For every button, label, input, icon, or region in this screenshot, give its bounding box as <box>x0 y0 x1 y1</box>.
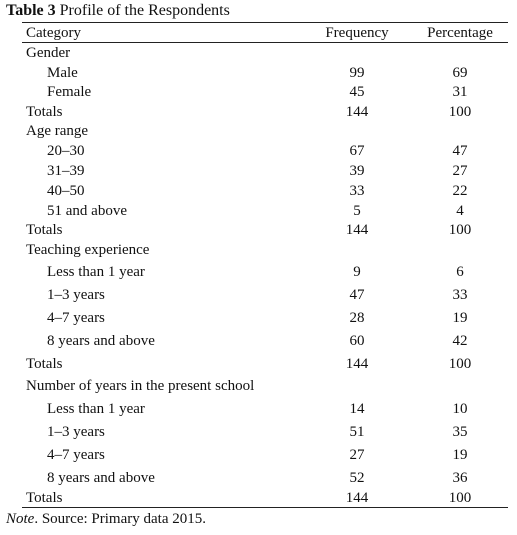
frequency-cell: 14 <box>349 401 365 417</box>
percentage-cell: 100 <box>448 222 472 238</box>
percentage-cell: 22 <box>452 183 468 199</box>
category-cell: 31–39 <box>47 163 85 179</box>
frequency-cell: 144 <box>345 490 369 506</box>
category-cell: 8 years and above <box>47 470 155 486</box>
category-cell: 40–50 <box>47 183 85 199</box>
category-cell: Totals <box>26 490 63 506</box>
bottom-rule <box>22 507 508 508</box>
percentage-cell: 27 <box>452 163 468 179</box>
category-cell: Male <box>47 65 78 81</box>
category-cell: 20–30 <box>47 143 85 159</box>
category-cell: Totals <box>26 222 63 238</box>
percentage-cell: 31 <box>452 84 468 100</box>
frequency-cell: 51 <box>349 424 365 440</box>
category-cell: Age range <box>26 123 89 139</box>
frequency-cell: 9 <box>353 264 361 280</box>
percentage-cell: 47 <box>452 143 468 159</box>
percentage-cell: 100 <box>448 490 472 506</box>
percentage-cell: 4 <box>456 203 464 219</box>
frequency-cell: 28 <box>349 310 365 326</box>
frequency-cell: 45 <box>349 84 365 100</box>
frequency-cell: 144 <box>345 356 369 372</box>
frequency-cell: 144 <box>345 222 369 238</box>
category-cell: 4–7 years <box>47 447 105 463</box>
table-note: Note. Source: Primary data 2015. <box>6 510 206 528</box>
header-rule <box>22 42 508 43</box>
percentage-cell: 19 <box>452 310 468 326</box>
percentage-cell: 33 <box>452 287 468 303</box>
category-cell: 1–3 years <box>47 424 105 440</box>
category-cell: Less than 1 year <box>47 401 145 417</box>
table-number: Table 3 <box>6 2 56 19</box>
category-cell: Less than 1 year <box>47 264 145 280</box>
frequency-cell: 33 <box>349 183 365 199</box>
frequency-cell: 67 <box>349 143 365 159</box>
frequency-cell: 52 <box>349 470 365 486</box>
frequency-cell: 27 <box>349 447 365 463</box>
percentage-cell: 42 <box>452 333 468 349</box>
table-title: Table 3 Profile of the Respondents <box>6 2 230 20</box>
percentage-cell: 6 <box>456 264 464 280</box>
top-rule <box>22 22 508 23</box>
frequency-cell: 39 <box>349 163 365 179</box>
category-cell: 1–3 years <box>47 287 105 303</box>
percentage-cell: 19 <box>452 447 468 463</box>
frequency-cell: 47 <box>349 287 365 303</box>
percentage-cell: 10 <box>452 401 468 417</box>
percentage-cell: 100 <box>448 104 472 120</box>
percentage-cell: 36 <box>452 470 468 486</box>
category-cell: Totals <box>26 356 63 372</box>
category-cell: Teaching experience <box>26 242 150 258</box>
frequency-cell: 144 <box>345 104 369 120</box>
category-cell: Female <box>47 84 92 100</box>
category-cell: Number of years in the present school <box>26 378 255 394</box>
category-cell: 51 and above <box>47 203 127 219</box>
title-text: Profile of the Respondents <box>59 2 230 19</box>
header-cell: Percentage <box>427 25 493 41</box>
category-cell: Totals <box>26 104 63 120</box>
frequency-cell: 99 <box>349 65 365 81</box>
percentage-cell: 35 <box>452 424 468 440</box>
frequency-cell: 60 <box>349 333 365 349</box>
note-label: Note <box>6 511 35 527</box>
percentage-cell: 100 <box>448 356 472 372</box>
header-cell: Frequency <box>325 25 389 41</box>
header-cell: Category <box>26 25 81 41</box>
note-text: . Source: Primary data 2015. <box>34 511 206 527</box>
frequency-cell: 5 <box>353 203 361 219</box>
percentage-cell: 69 <box>452 65 468 81</box>
category-cell: Gender <box>26 45 71 61</box>
category-cell: 8 years and above <box>47 333 155 349</box>
category-cell: 4–7 years <box>47 310 105 326</box>
